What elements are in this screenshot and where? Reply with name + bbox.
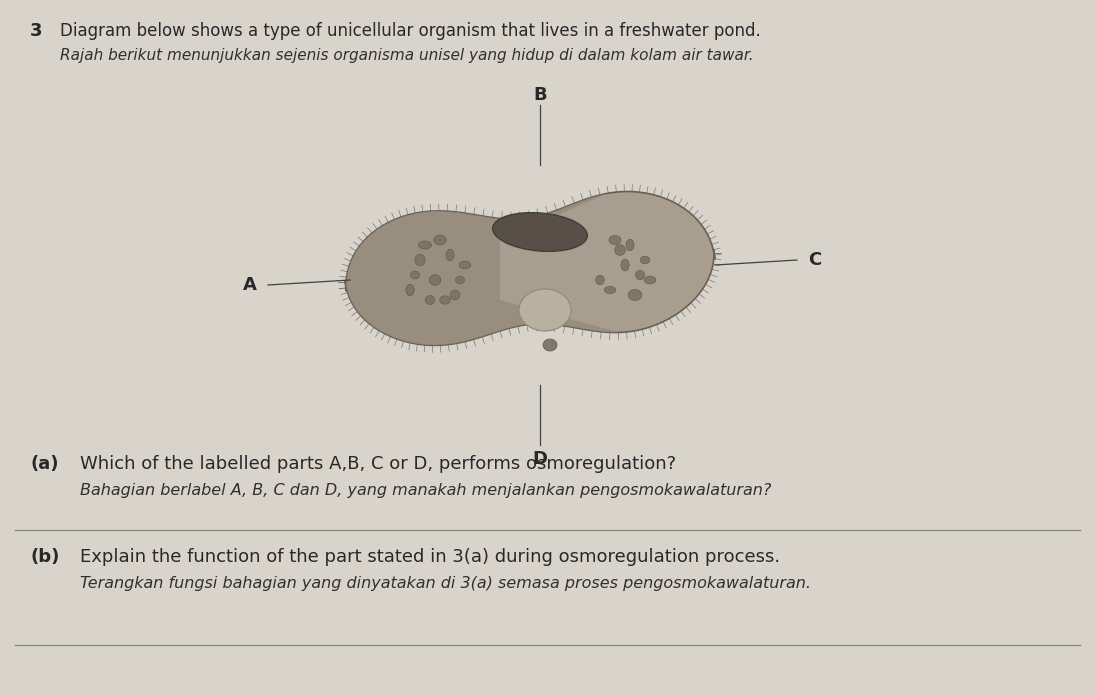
Ellipse shape xyxy=(595,275,604,285)
Text: (a): (a) xyxy=(30,455,58,473)
Ellipse shape xyxy=(626,239,635,251)
Ellipse shape xyxy=(450,291,460,300)
Text: Which of the labelled parts A,B, C or D, performs osmoregulation?: Which of the labelled parts A,B, C or D,… xyxy=(80,455,676,473)
Text: (b): (b) xyxy=(30,548,59,566)
Ellipse shape xyxy=(419,241,432,249)
Text: Bahagian berlabel A, B, C dan D, yang manakah menjalankan pengosmokawalaturan?: Bahagian berlabel A, B, C dan D, yang ma… xyxy=(80,483,772,498)
Ellipse shape xyxy=(415,254,425,266)
Ellipse shape xyxy=(520,289,571,331)
Text: A: A xyxy=(243,276,256,294)
Text: 3: 3 xyxy=(30,22,43,40)
Text: Terangkan fungsi bahagian yang dinyatakan di 3(a) semasa proses pengosmokawalatu: Terangkan fungsi bahagian yang dinyataka… xyxy=(80,576,811,591)
Ellipse shape xyxy=(425,295,435,304)
Text: Diagram below shows a type of unicellular organism that lives in a freshwater po: Diagram below shows a type of unicellula… xyxy=(60,22,761,40)
Ellipse shape xyxy=(406,284,414,295)
Ellipse shape xyxy=(446,249,454,261)
Polygon shape xyxy=(345,193,619,345)
Polygon shape xyxy=(345,192,715,345)
Ellipse shape xyxy=(636,270,644,280)
Text: B: B xyxy=(533,86,547,104)
Ellipse shape xyxy=(615,245,626,256)
Text: D: D xyxy=(533,450,548,468)
Text: Explain the function of the part stated in 3(a) during osmoregulation process.: Explain the function of the part stated … xyxy=(80,548,780,566)
Ellipse shape xyxy=(628,290,642,300)
Ellipse shape xyxy=(456,276,465,284)
Ellipse shape xyxy=(620,259,629,271)
Ellipse shape xyxy=(439,296,450,304)
Text: C: C xyxy=(809,251,822,269)
Ellipse shape xyxy=(543,339,557,351)
Ellipse shape xyxy=(644,276,655,284)
Ellipse shape xyxy=(434,235,446,245)
Ellipse shape xyxy=(609,236,621,245)
Ellipse shape xyxy=(604,286,616,293)
Ellipse shape xyxy=(430,275,441,285)
Text: Rajah berikut menunjukkan sejenis organisma unisel yang hidup di dalam kolam air: Rajah berikut menunjukkan sejenis organi… xyxy=(60,48,754,63)
Ellipse shape xyxy=(459,261,471,269)
Ellipse shape xyxy=(492,213,587,252)
Ellipse shape xyxy=(640,256,650,263)
Ellipse shape xyxy=(411,271,420,279)
